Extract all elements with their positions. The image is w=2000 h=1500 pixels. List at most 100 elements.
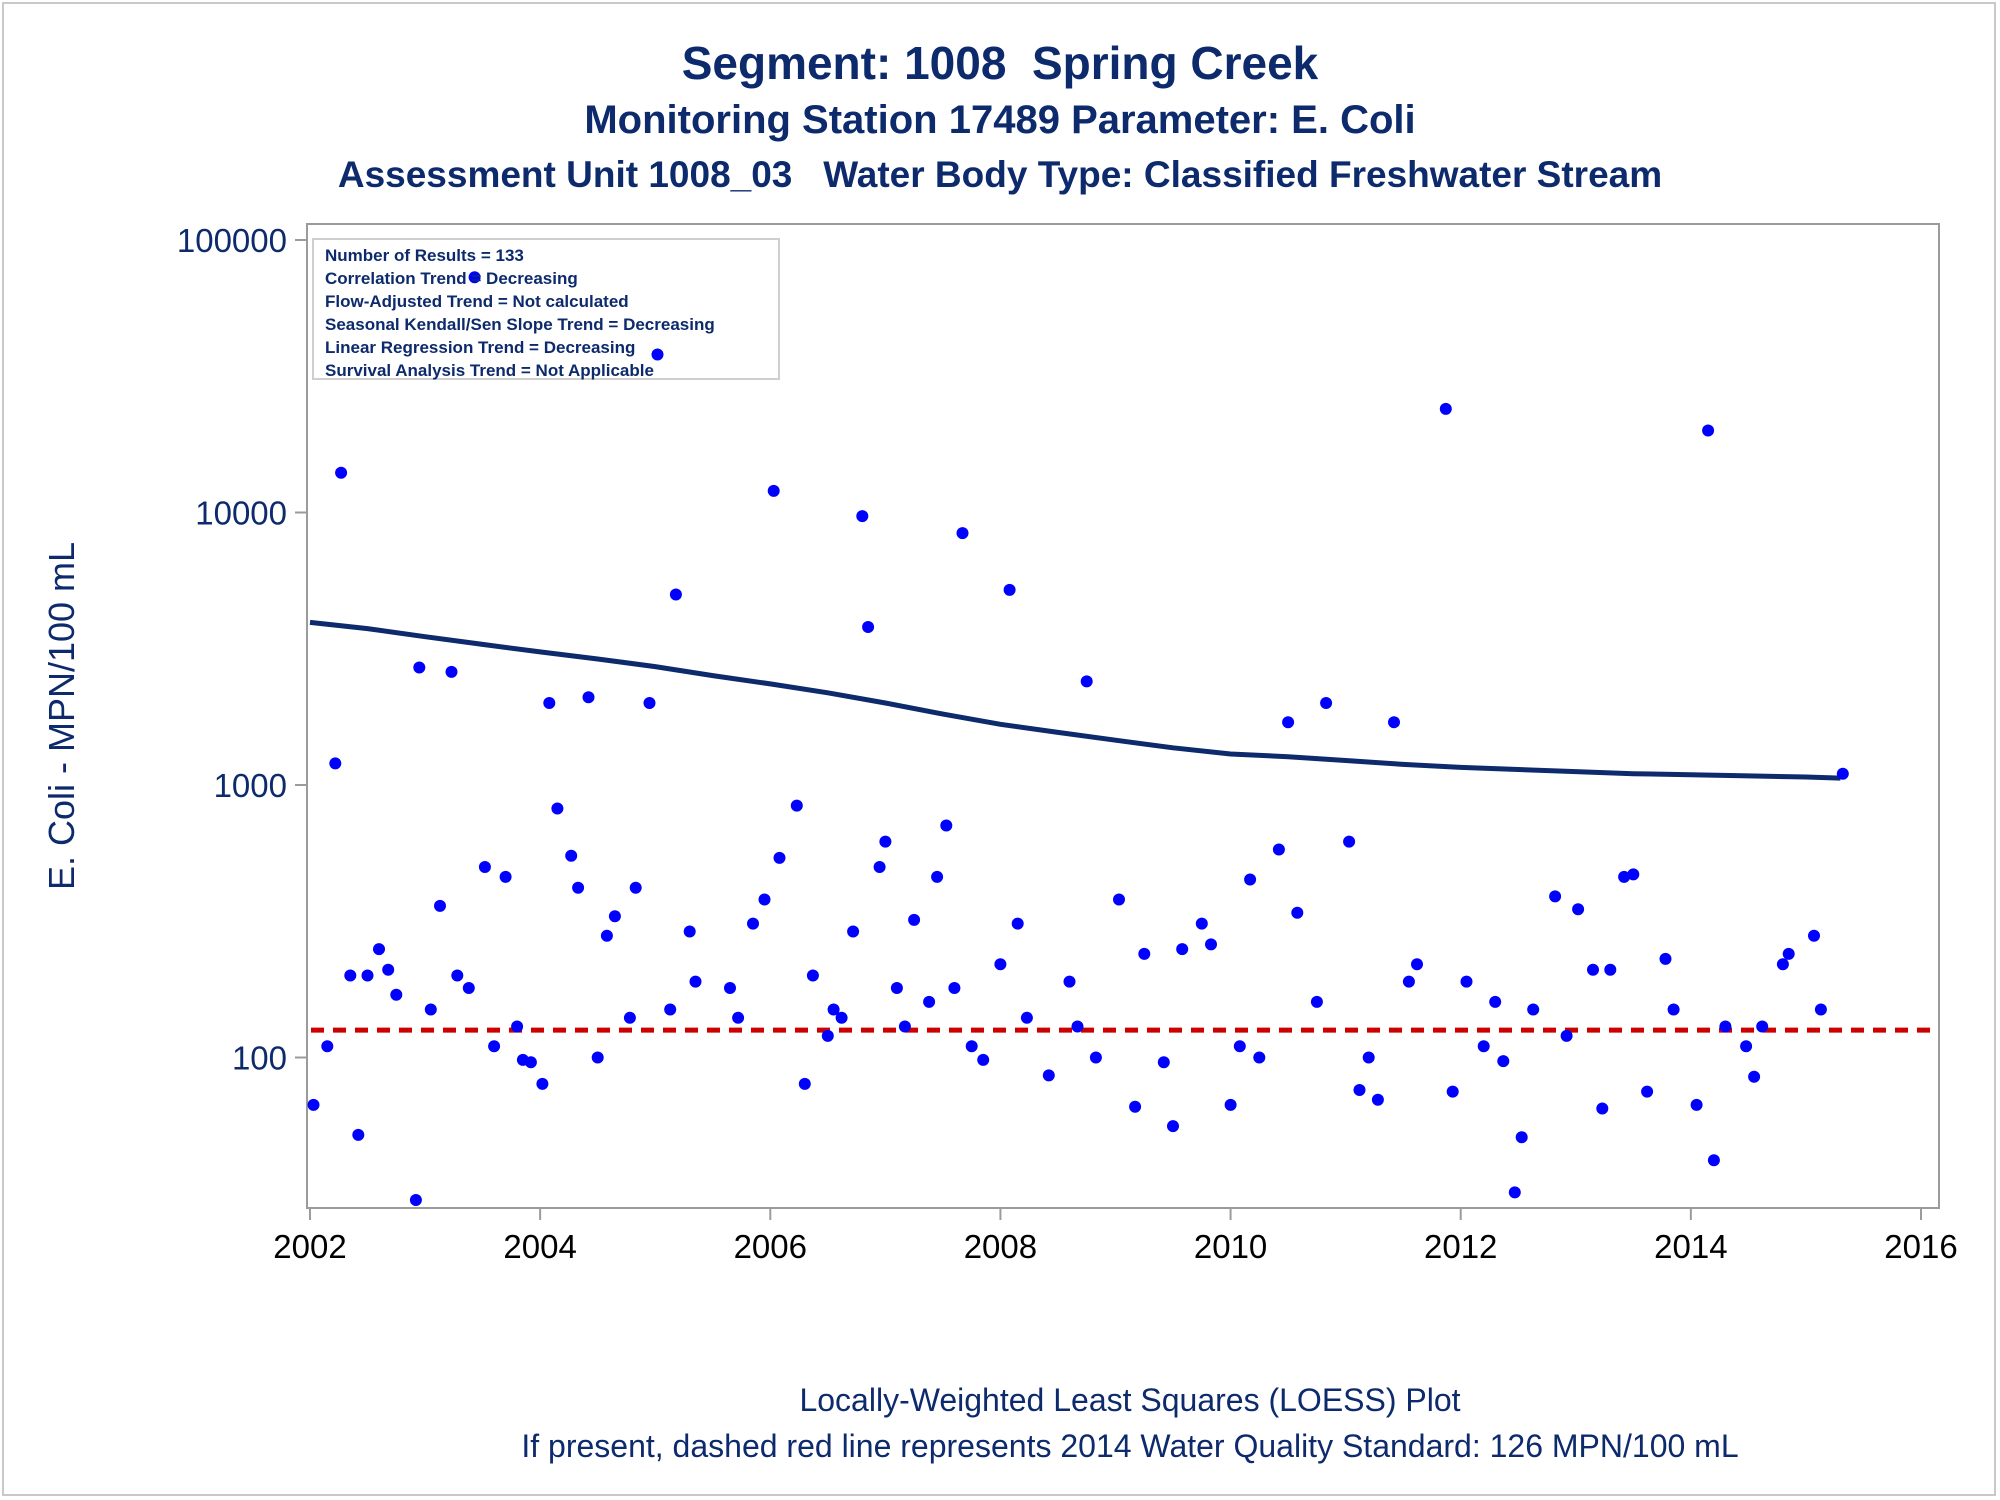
data-point <box>591 1051 604 1064</box>
data-point <box>683 925 696 938</box>
data-point <box>1343 835 1356 848</box>
data-point <box>629 881 642 894</box>
data-point <box>413 661 426 674</box>
data-point <box>462 982 475 994</box>
data-point <box>1362 1051 1375 1064</box>
data-point <box>806 969 819 982</box>
data-point <box>1596 1102 1609 1115</box>
data-point <box>1080 675 1093 688</box>
data-point <box>1176 943 1189 956</box>
data-point <box>445 665 458 678</box>
footer-standard-note: If present, dashed red line represents 2… <box>521 1428 1739 1464</box>
data-point <box>1388 716 1400 729</box>
data-point <box>1549 890 1562 903</box>
data-point <box>543 697 556 709</box>
data-point <box>582 691 595 704</box>
x-axis: 2002 2004 2006 2008 2010 2012 2014 2016 <box>273 1208 1958 1265</box>
data-point <box>747 917 759 930</box>
data-point <box>1439 402 1452 415</box>
data-points <box>307 271 1849 1206</box>
x-tick-label: 2006 <box>734 1228 807 1265</box>
data-point <box>1836 767 1849 780</box>
data-point <box>827 1003 840 1016</box>
data-point <box>434 899 446 912</box>
data-point <box>847 925 860 938</box>
y-tick-label: 10000 <box>195 495 287 532</box>
data-point <box>608 910 621 923</box>
y-tick-label: 100000 <box>177 222 287 259</box>
data-point <box>643 697 656 709</box>
x-tick-label: 2004 <box>503 1228 576 1265</box>
x-tick-label: 2014 <box>1654 1228 1727 1265</box>
data-point <box>373 943 385 956</box>
data-point <box>1244 873 1257 886</box>
data-point <box>1776 958 1789 971</box>
legend-line-results: Number of Results = 133 <box>325 246 524 265</box>
data-point <box>1011 917 1024 930</box>
y-tick-label: 100 <box>232 1040 287 1077</box>
data-point <box>835 1011 848 1024</box>
data-point <box>1071 1020 1084 1033</box>
data-point <box>1477 1040 1490 1053</box>
data-point <box>344 969 357 982</box>
data-point <box>1371 1093 1384 1106</box>
data-point <box>1740 1040 1753 1053</box>
data-point <box>1508 1186 1521 1199</box>
data-point <box>956 527 969 540</box>
data-point <box>821 1029 834 1042</box>
footer-method: Locally-Weighted Least Squares (LOESS) P… <box>799 1382 1461 1418</box>
data-point <box>1129 1100 1142 1113</box>
data-point <box>1320 697 1333 709</box>
data-point <box>1224 1098 1237 1111</box>
data-point <box>898 1020 911 1033</box>
data-point <box>390 988 403 1001</box>
data-point <box>767 484 780 497</box>
data-point <box>1411 958 1423 971</box>
data-point <box>524 1056 537 1069</box>
data-point <box>931 870 944 883</box>
data-point <box>669 588 682 601</box>
legend-line-flow-adjusted: Flow-Adjusted Trend = Not calculated <box>325 292 629 311</box>
data-point <box>1604 963 1617 976</box>
data-point <box>468 271 481 284</box>
data-point <box>1233 1040 1246 1053</box>
data-point <box>651 348 664 361</box>
data-point <box>511 1020 524 1033</box>
data-point <box>1020 1011 1033 1024</box>
data-point <box>329 757 342 770</box>
data-point <box>1814 1003 1827 1016</box>
data-point <box>352 1128 365 1141</box>
data-point <box>1282 716 1295 729</box>
data-point <box>977 1053 990 1066</box>
data-point <box>790 799 803 812</box>
data-point <box>994 958 1007 971</box>
data-point <box>409 1194 422 1206</box>
data-point <box>1808 929 1820 942</box>
data-point <box>1587 963 1599 976</box>
data-point <box>335 466 348 479</box>
data-point <box>856 510 869 523</box>
data-point <box>890 982 903 994</box>
data-point <box>1782 947 1795 960</box>
data-point <box>732 1011 745 1024</box>
data-point <box>724 982 736 994</box>
data-point <box>361 969 374 982</box>
y-tick-label: 1000 <box>214 767 287 804</box>
data-point <box>1719 1020 1732 1033</box>
data-point <box>1205 938 1217 951</box>
trend-summary-box: Number of Results = 133 Correlation Tren… <box>312 238 780 380</box>
data-point <box>1195 917 1208 930</box>
chart-subtitle-station: Monitoring Station 17489 Parameter: E. C… <box>584 98 1416 142</box>
data-point <box>1527 1003 1540 1016</box>
y-axis: 100 1000 10000 100000 <box>177 222 307 1077</box>
data-point <box>1291 906 1304 919</box>
data-point <box>478 861 491 873</box>
data-point <box>1667 1003 1680 1016</box>
y-axis-label: E. Coli - MPN/100 mL <box>41 542 82 890</box>
data-point <box>940 819 953 832</box>
data-point <box>451 969 464 982</box>
data-point <box>1272 843 1285 856</box>
data-point <box>600 929 613 942</box>
data-point <box>1138 947 1151 960</box>
